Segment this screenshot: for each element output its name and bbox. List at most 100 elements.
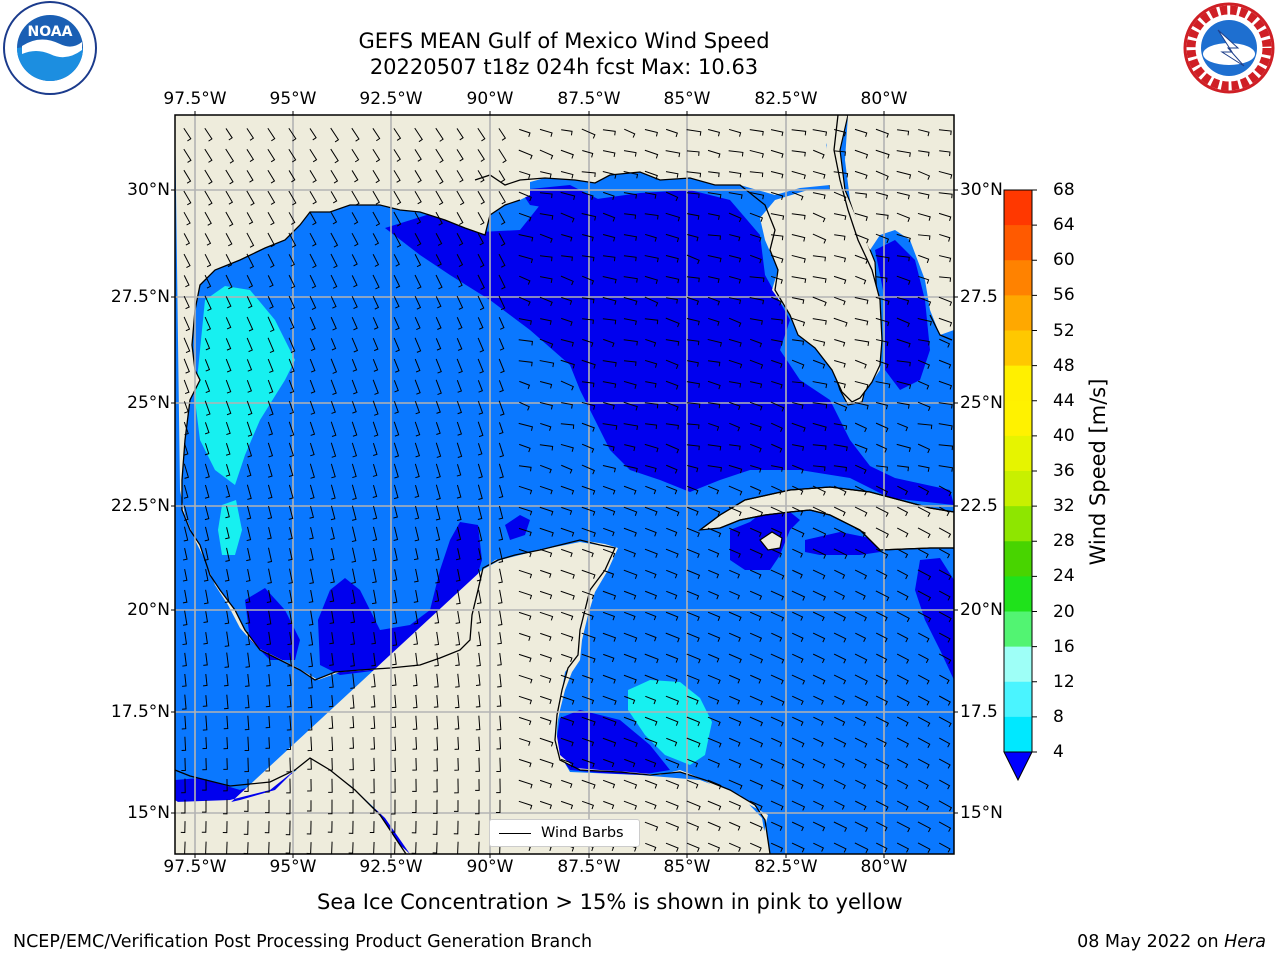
wind-barb [938,359,952,369]
wind-barb [896,150,911,157]
wind-barb [812,276,827,283]
wind-barb [686,254,700,265]
wind-barb [456,484,462,499]
wind-barb [245,673,250,687]
wind-barb [246,547,251,562]
wind-barb [539,779,552,789]
wind-barb [897,779,909,790]
wind-barb [539,233,553,243]
footer-date: 08 May 2022 on Hera [1077,932,1266,952]
wind-barb [707,402,721,409]
wind-barb [414,358,421,373]
wind-barb [202,779,207,791]
wind-barb [602,318,617,325]
colorbar-tick-label: 48 [1053,355,1075,376]
wind-barb [560,212,575,223]
wind-barb [183,148,192,163]
wind-barb [201,799,207,813]
wind-barb [917,842,931,854]
wind-barb [560,485,575,495]
wind-barb [369,799,375,814]
wind-barb [560,275,574,286]
lat-label-left: 20°N [127,600,170,620]
wind-barb [833,611,846,622]
wind-barb [561,402,573,409]
wind-barb [309,547,314,561]
wind-barb [644,255,659,263]
wind-barb [433,736,439,751]
wind-barb [539,213,554,220]
wind-barb [560,380,574,391]
wind-barb [560,527,575,537]
wind-barb [833,548,848,560]
wind-barb [204,422,210,435]
wind-barb [854,464,867,474]
wind-barb [938,255,952,263]
wind-barb [770,401,785,412]
wind-barb [918,485,930,496]
wind-barb [645,695,657,705]
wind-barb [243,800,249,812]
wind-barb [897,548,909,559]
wind-barb [225,485,231,498]
wind-barb [645,192,657,199]
wind-barb [498,442,505,458]
wind-barb [435,338,442,351]
wind-barb [917,401,931,412]
wind-barb [202,674,208,687]
wind-barb [644,213,659,220]
wind-barb [539,360,555,368]
wind-barb [896,821,911,833]
wind-barb [896,695,910,707]
wind-barb [686,339,700,346]
wind-barb [265,737,271,749]
wind-barb [288,127,297,142]
wind-barb [204,505,210,521]
wind-barb [453,820,459,835]
wind-barb [771,527,783,537]
wind-barb [581,275,595,285]
wind-barb [581,758,595,768]
wind-barb [812,590,826,601]
wind-barb [854,212,868,221]
wind-barb [456,254,464,267]
wind-barb [791,737,805,748]
wind-barb [267,232,276,248]
wind-barb [644,674,659,685]
wind-barb [875,339,889,347]
wind-barb [204,253,212,268]
lat-label-right: 22.5 [960,496,998,516]
wind-barb [288,463,294,478]
wind-barb [518,800,533,810]
wind-barb [560,632,574,642]
wind-barb [267,484,273,499]
wind-barb [288,295,296,310]
wind-barb [306,800,312,812]
colorbar-tick-label: 24 [1053,566,1075,587]
wind-barb [267,296,274,309]
wind-barb [770,590,785,601]
wind-barb [370,757,375,772]
lon-label-bottom: 92.5°W [359,857,423,877]
wind-barb [917,212,931,221]
wind-barb [371,673,376,688]
wind-barb [180,821,186,833]
wind-barb [854,233,869,244]
wind-barb [813,716,824,726]
wind-barb [791,821,804,832]
colorbar-tick-label: 28 [1053,531,1075,552]
wind-barb [183,190,192,206]
wind-barb [456,421,463,436]
wind-barb [414,127,423,143]
wind-barb [750,422,762,431]
wind-barb [477,443,483,456]
wind-barb [223,674,229,687]
wind-barb [477,170,485,183]
wind-barb [498,317,505,330]
wind-barb [812,653,825,664]
wind-barb [770,149,784,158]
wind-barb [432,820,438,835]
wind-barb [330,296,337,309]
wind-barb [328,695,334,708]
wind-barb [896,338,911,348]
